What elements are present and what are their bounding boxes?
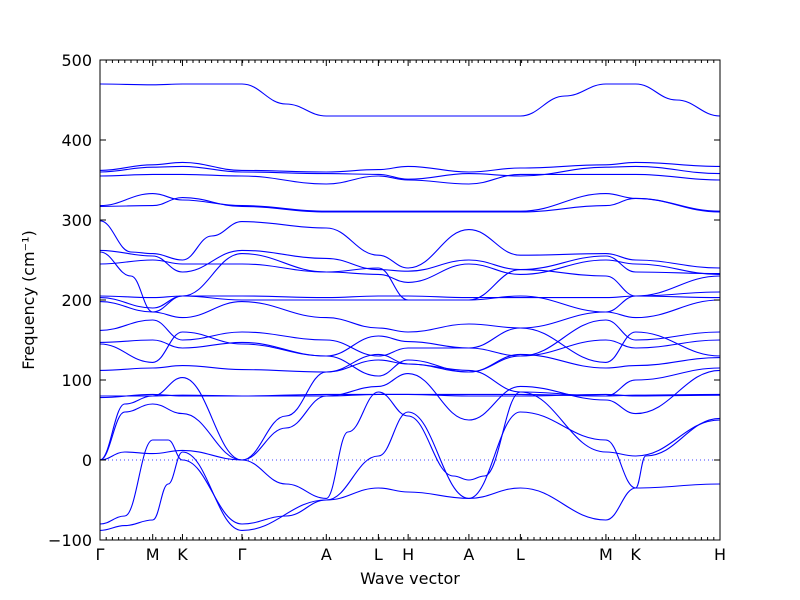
band-line-24: [99, 411, 721, 531]
x-axis-title: Wave vector: [360, 569, 460, 588]
y-axis-ticks: −100 0 100 200 300 400 500: [48, 51, 720, 550]
band-line-9: [99, 259, 721, 283]
y-tick-label: −100: [48, 531, 92, 550]
band-line-21: [99, 369, 721, 461]
x-tick-label: M: [146, 545, 160, 564]
band-line-6: [99, 197, 721, 213]
x-tick-label: Γ: [96, 545, 105, 564]
x-tick-label: H: [714, 545, 726, 564]
band-line-16: [99, 327, 721, 363]
band-line-7: [99, 220, 721, 269]
band-line-4: [99, 173, 721, 185]
y-tick-label: 500: [61, 51, 92, 70]
band-line-1: [99, 83, 721, 117]
y-tick-label: 100: [61, 371, 92, 390]
x-tick-label: A: [463, 545, 474, 564]
band-line-5: [99, 193, 721, 212]
band-line-12: [99, 291, 721, 313]
x-tick-label: K: [630, 545, 641, 564]
x-tick-label: K: [177, 545, 188, 564]
x-tick-label: Γ: [238, 545, 247, 564]
x-tick-label: L: [374, 545, 383, 564]
band-line-2: [99, 161, 721, 173]
band-line-20: [99, 359, 721, 461]
x-tick-label: M: [599, 545, 613, 564]
band-line-8: [99, 249, 721, 275]
y-tick-label: 400: [61, 131, 92, 150]
y-tick-label: 200: [61, 291, 92, 310]
x-tick-label: H: [402, 545, 414, 564]
y-tick-label: 300: [61, 211, 92, 230]
band-line-14: [99, 319, 721, 357]
y-tick-label: 0: [82, 451, 92, 470]
x-tick-label: L: [516, 545, 525, 564]
band-line-13: [99, 299, 721, 333]
band-line-22: [99, 391, 721, 499]
band-line-15: [99, 339, 721, 377]
band-line-17: [99, 353, 721, 373]
band-line-3: [99, 165, 721, 180]
series-lines: [99, 83, 721, 531]
y-axis-title: Frequency (cm⁻¹): [19, 230, 38, 369]
band-line-23: [99, 439, 721, 525]
x-tick-label: A: [321, 545, 332, 564]
